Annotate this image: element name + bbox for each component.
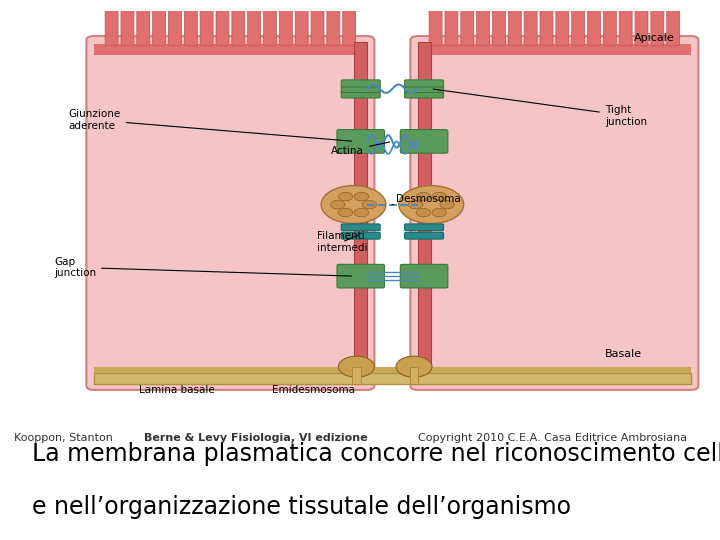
- FancyBboxPatch shape: [200, 5, 213, 46]
- Circle shape: [354, 192, 369, 201]
- Text: Basale: Basale: [605, 349, 642, 359]
- FancyBboxPatch shape: [279, 5, 292, 46]
- FancyBboxPatch shape: [410, 36, 698, 390]
- FancyBboxPatch shape: [264, 5, 276, 46]
- Text: Apicale: Apicale: [634, 33, 675, 43]
- Circle shape: [338, 356, 374, 377]
- Bar: [354, 42, 367, 369]
- Circle shape: [338, 208, 353, 217]
- Circle shape: [330, 200, 345, 209]
- FancyBboxPatch shape: [105, 5, 118, 46]
- Circle shape: [440, 200, 454, 209]
- FancyBboxPatch shape: [184, 5, 197, 46]
- Bar: [410, 367, 418, 383]
- FancyBboxPatch shape: [588, 5, 600, 46]
- Text: Tight
junction: Tight junction: [433, 89, 647, 126]
- Circle shape: [354, 208, 369, 217]
- Circle shape: [321, 186, 386, 224]
- Circle shape: [396, 356, 432, 377]
- FancyBboxPatch shape: [341, 232, 380, 239]
- Bar: [352, 367, 361, 383]
- Circle shape: [338, 192, 353, 201]
- FancyBboxPatch shape: [405, 85, 444, 92]
- FancyBboxPatch shape: [477, 5, 490, 46]
- Text: La membrana plasmatica concorre nel riconoscimento cellulare,: La membrana plasmatica concorre nel rico…: [32, 442, 720, 467]
- FancyBboxPatch shape: [311, 5, 324, 46]
- FancyBboxPatch shape: [343, 5, 356, 46]
- FancyBboxPatch shape: [405, 80, 444, 87]
- Circle shape: [432, 208, 446, 217]
- Circle shape: [432, 192, 446, 201]
- FancyBboxPatch shape: [667, 5, 680, 46]
- Text: Emidesmosoma: Emidesmosoma: [271, 385, 355, 395]
- Text: Kooppon, Stanton: Kooppon, Stanton: [14, 433, 113, 443]
- FancyBboxPatch shape: [295, 5, 308, 46]
- Text: Actina: Actina: [331, 142, 390, 156]
- FancyBboxPatch shape: [508, 5, 521, 46]
- FancyBboxPatch shape: [137, 5, 150, 46]
- FancyBboxPatch shape: [341, 224, 380, 231]
- FancyBboxPatch shape: [651, 5, 664, 46]
- FancyBboxPatch shape: [153, 5, 166, 46]
- Bar: [418, 42, 431, 369]
- FancyBboxPatch shape: [327, 5, 340, 46]
- FancyBboxPatch shape: [216, 5, 229, 46]
- Bar: [94, 44, 367, 55]
- Circle shape: [408, 200, 423, 209]
- FancyBboxPatch shape: [405, 91, 444, 98]
- FancyBboxPatch shape: [540, 5, 553, 46]
- FancyBboxPatch shape: [341, 91, 380, 98]
- FancyBboxPatch shape: [445, 5, 458, 46]
- Circle shape: [399, 186, 464, 224]
- FancyBboxPatch shape: [619, 5, 632, 46]
- Circle shape: [416, 192, 431, 201]
- FancyBboxPatch shape: [232, 5, 245, 46]
- FancyBboxPatch shape: [524, 5, 537, 46]
- Text: Berne & Levy Fisiologia, VI edizione: Berne & Levy Fisiologia, VI edizione: [144, 433, 368, 443]
- FancyBboxPatch shape: [400, 130, 448, 153]
- FancyBboxPatch shape: [341, 80, 380, 87]
- FancyBboxPatch shape: [572, 5, 585, 46]
- Text: e nell’organizzazione tissutale dell’organismo: e nell’organizzazione tissutale dell’org…: [32, 495, 572, 518]
- Bar: [418, 44, 691, 55]
- Bar: [94, 367, 691, 373]
- FancyBboxPatch shape: [603, 5, 616, 46]
- FancyBboxPatch shape: [341, 85, 380, 92]
- FancyBboxPatch shape: [556, 5, 569, 46]
- FancyBboxPatch shape: [400, 265, 448, 288]
- FancyBboxPatch shape: [121, 5, 134, 46]
- FancyBboxPatch shape: [635, 5, 648, 46]
- FancyBboxPatch shape: [492, 5, 505, 46]
- FancyBboxPatch shape: [86, 36, 374, 390]
- Text: Filamenti
intermedi: Filamenti intermedi: [317, 231, 367, 253]
- FancyBboxPatch shape: [248, 5, 261, 46]
- FancyBboxPatch shape: [429, 5, 442, 46]
- Text: Lamina basale: Lamina basale: [138, 385, 215, 395]
- FancyBboxPatch shape: [337, 130, 384, 153]
- Text: Copyright 2010 C.E.A. Casa Editrice Ambrosiana: Copyright 2010 C.E.A. Casa Editrice Ambr…: [418, 433, 687, 443]
- FancyBboxPatch shape: [337, 265, 384, 288]
- Bar: [94, 373, 691, 383]
- Circle shape: [416, 208, 431, 217]
- Text: Superficie libera
(microvilli): Superficie libera (microvilli): [0, 539, 1, 540]
- FancyBboxPatch shape: [461, 5, 474, 46]
- FancyBboxPatch shape: [405, 224, 444, 231]
- Circle shape: [362, 200, 377, 209]
- Text: Desmosoma: Desmosoma: [392, 194, 461, 205]
- Text: Giunzione
aderente: Giunzione aderente: [68, 109, 351, 141]
- FancyBboxPatch shape: [405, 232, 444, 239]
- FancyBboxPatch shape: [168, 5, 181, 46]
- Text: Gap
junction: Gap junction: [54, 256, 351, 278]
